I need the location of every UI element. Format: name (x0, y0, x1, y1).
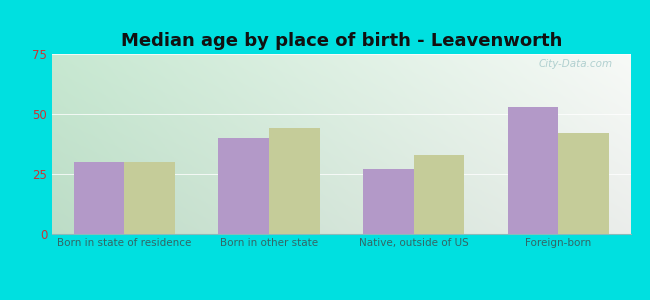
Bar (73, 162, 124, 234)
Bar (508, 107, 558, 234)
Bar (363, 169, 413, 234)
Bar (413, 155, 464, 234)
Bar (269, 128, 320, 234)
Text: City-Data.com: City-Data.com (539, 59, 613, 69)
Legend: Leavenworth, Kansas: Leavenworth, Kansas (236, 298, 447, 300)
Bar (558, 133, 609, 234)
Bar (124, 162, 175, 234)
Bar (218, 138, 269, 234)
Title: Median age by place of birth - Leavenworth: Median age by place of birth - Leavenwor… (120, 32, 562, 50)
